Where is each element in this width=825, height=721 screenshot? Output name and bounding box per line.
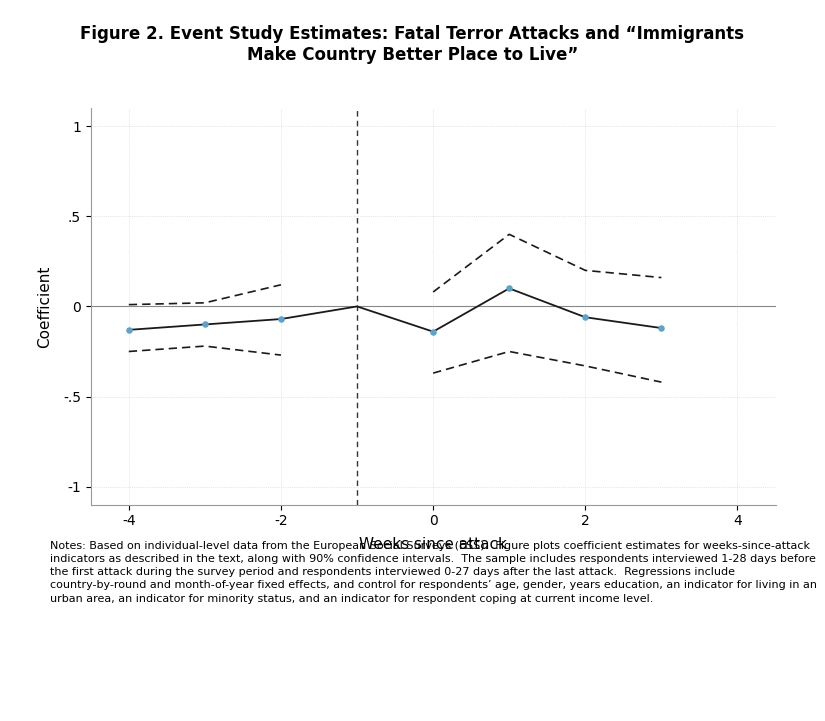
Text: Figure 2. Event Study Estimates: Fatal Terror Attacks and “Immigrants
Make Count: Figure 2. Event Study Estimates: Fatal T… xyxy=(81,25,744,64)
Point xyxy=(122,324,135,335)
Point xyxy=(275,313,288,324)
Point xyxy=(502,283,516,294)
Point xyxy=(198,319,211,330)
Point xyxy=(578,311,592,323)
Text: Notes: Based on individual-level data from the European Social Surveys (ESS).  F: Notes: Based on individual-level data fr… xyxy=(50,541,817,603)
Point xyxy=(427,326,440,337)
Y-axis label: Coefficient: Coefficient xyxy=(37,265,52,348)
X-axis label: Weeks since attack: Weeks since attack xyxy=(359,536,507,552)
Point xyxy=(655,322,668,334)
